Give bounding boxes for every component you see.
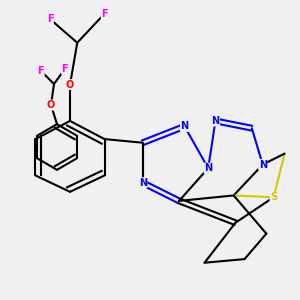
Text: N: N <box>259 160 267 170</box>
Text: O: O <box>66 80 74 89</box>
Text: F: F <box>47 14 53 24</box>
Text: O: O <box>47 100 55 110</box>
Text: N: N <box>139 178 147 188</box>
Text: N: N <box>212 116 220 126</box>
Text: S: S <box>270 192 277 202</box>
Text: N: N <box>204 163 212 173</box>
Text: F: F <box>101 9 108 19</box>
Text: F: F <box>61 64 68 74</box>
Text: F: F <box>38 66 44 76</box>
Text: N: N <box>181 122 189 131</box>
